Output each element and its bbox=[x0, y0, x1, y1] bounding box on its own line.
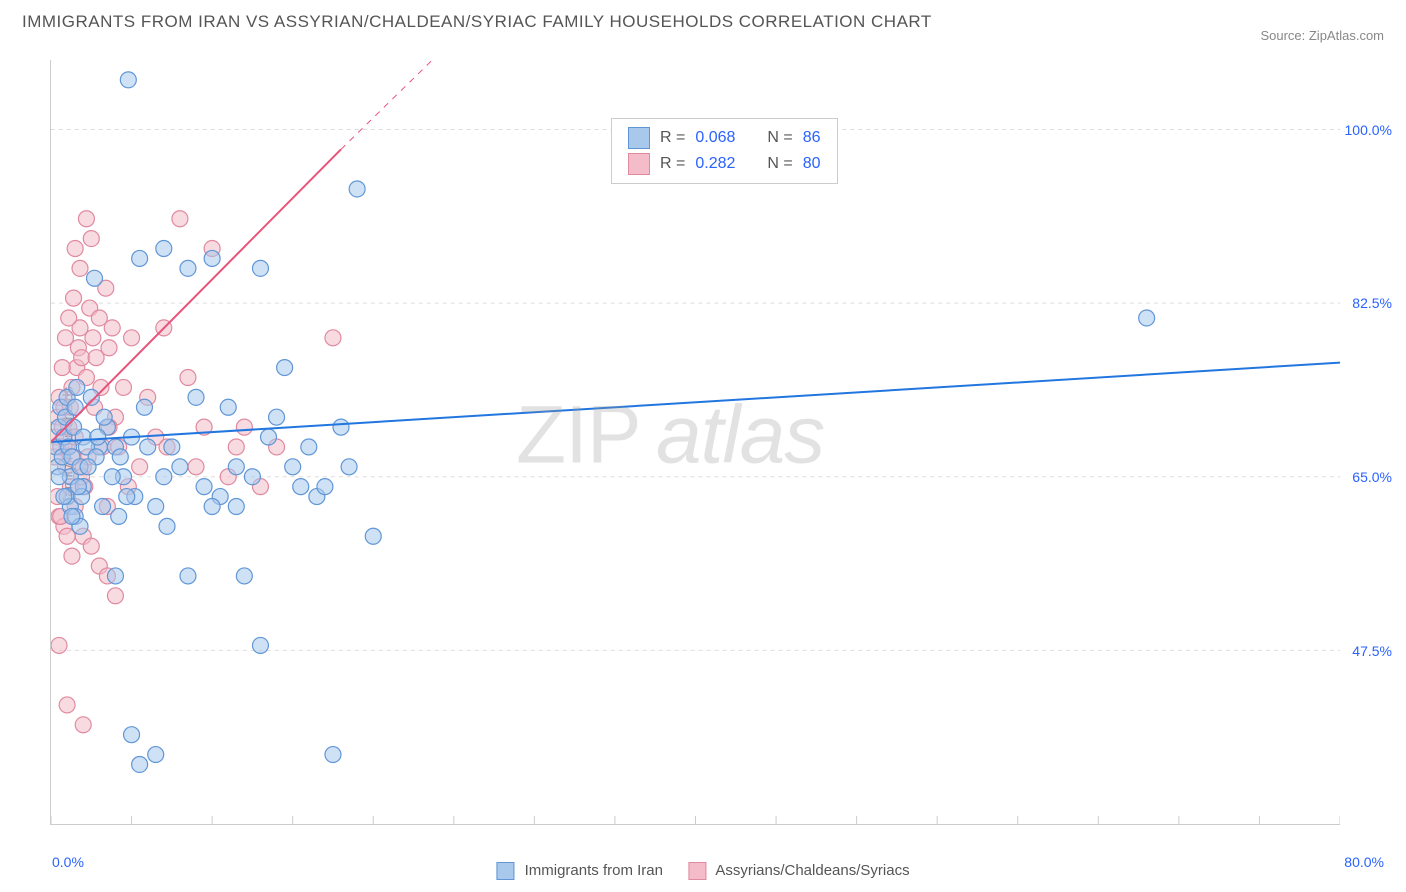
legend-swatch-series-a bbox=[496, 862, 514, 880]
stats-n-label: N = bbox=[767, 129, 792, 147]
chart-title: IMMIGRANTS FROM IRAN VS ASSYRIAN/CHALDEA… bbox=[22, 12, 932, 32]
stats-legend-box: R = 0.068 N = 86 R = 0.282 N = 80 bbox=[611, 118, 838, 184]
stats-r-value-b: 0.282 bbox=[695, 155, 735, 173]
x-min-label: 0.0% bbox=[52, 854, 84, 870]
stats-n-value-b: 80 bbox=[803, 155, 821, 173]
bottom-legend: Immigrants from Iran Assyrians/Chaldeans… bbox=[496, 862, 909, 880]
stats-swatch-series-a bbox=[628, 127, 650, 149]
legend-label-series-b: Assyrians/Chaldeans/Syriacs bbox=[715, 862, 909, 879]
y-tick-label: 47.5% bbox=[1352, 643, 1392, 659]
stats-row-series-b: R = 0.282 N = 80 bbox=[628, 151, 821, 177]
legend-swatch-series-b bbox=[688, 862, 706, 880]
stats-n-value-a: 86 bbox=[803, 129, 821, 147]
y-tick-label: 82.5% bbox=[1352, 295, 1392, 311]
stats-swatch-series-b bbox=[628, 153, 650, 175]
legend-label-series-a: Immigrants from Iran bbox=[525, 862, 663, 879]
y-tick-label: 100.0% bbox=[1345, 122, 1392, 138]
x-max-label: 80.0% bbox=[1344, 854, 1384, 870]
stats-r-label: R = bbox=[660, 155, 685, 173]
source-attribution: Source: ZipAtlas.com bbox=[1260, 28, 1384, 43]
stats-r-label: R = bbox=[660, 129, 685, 147]
plot-area: ZIP atlas R = 0.068 N = 86 R = 0.282 N =… bbox=[50, 60, 1340, 825]
y-tick-label: 65.0% bbox=[1352, 469, 1392, 485]
stats-row-series-a: R = 0.068 N = 86 bbox=[628, 125, 821, 151]
legend-item-series-b: Assyrians/Chaldeans/Syriacs bbox=[688, 862, 910, 880]
stats-r-value-a: 0.068 bbox=[695, 129, 735, 147]
legend-item-series-a: Immigrants from Iran bbox=[496, 862, 663, 880]
stats-n-label: N = bbox=[767, 155, 792, 173]
